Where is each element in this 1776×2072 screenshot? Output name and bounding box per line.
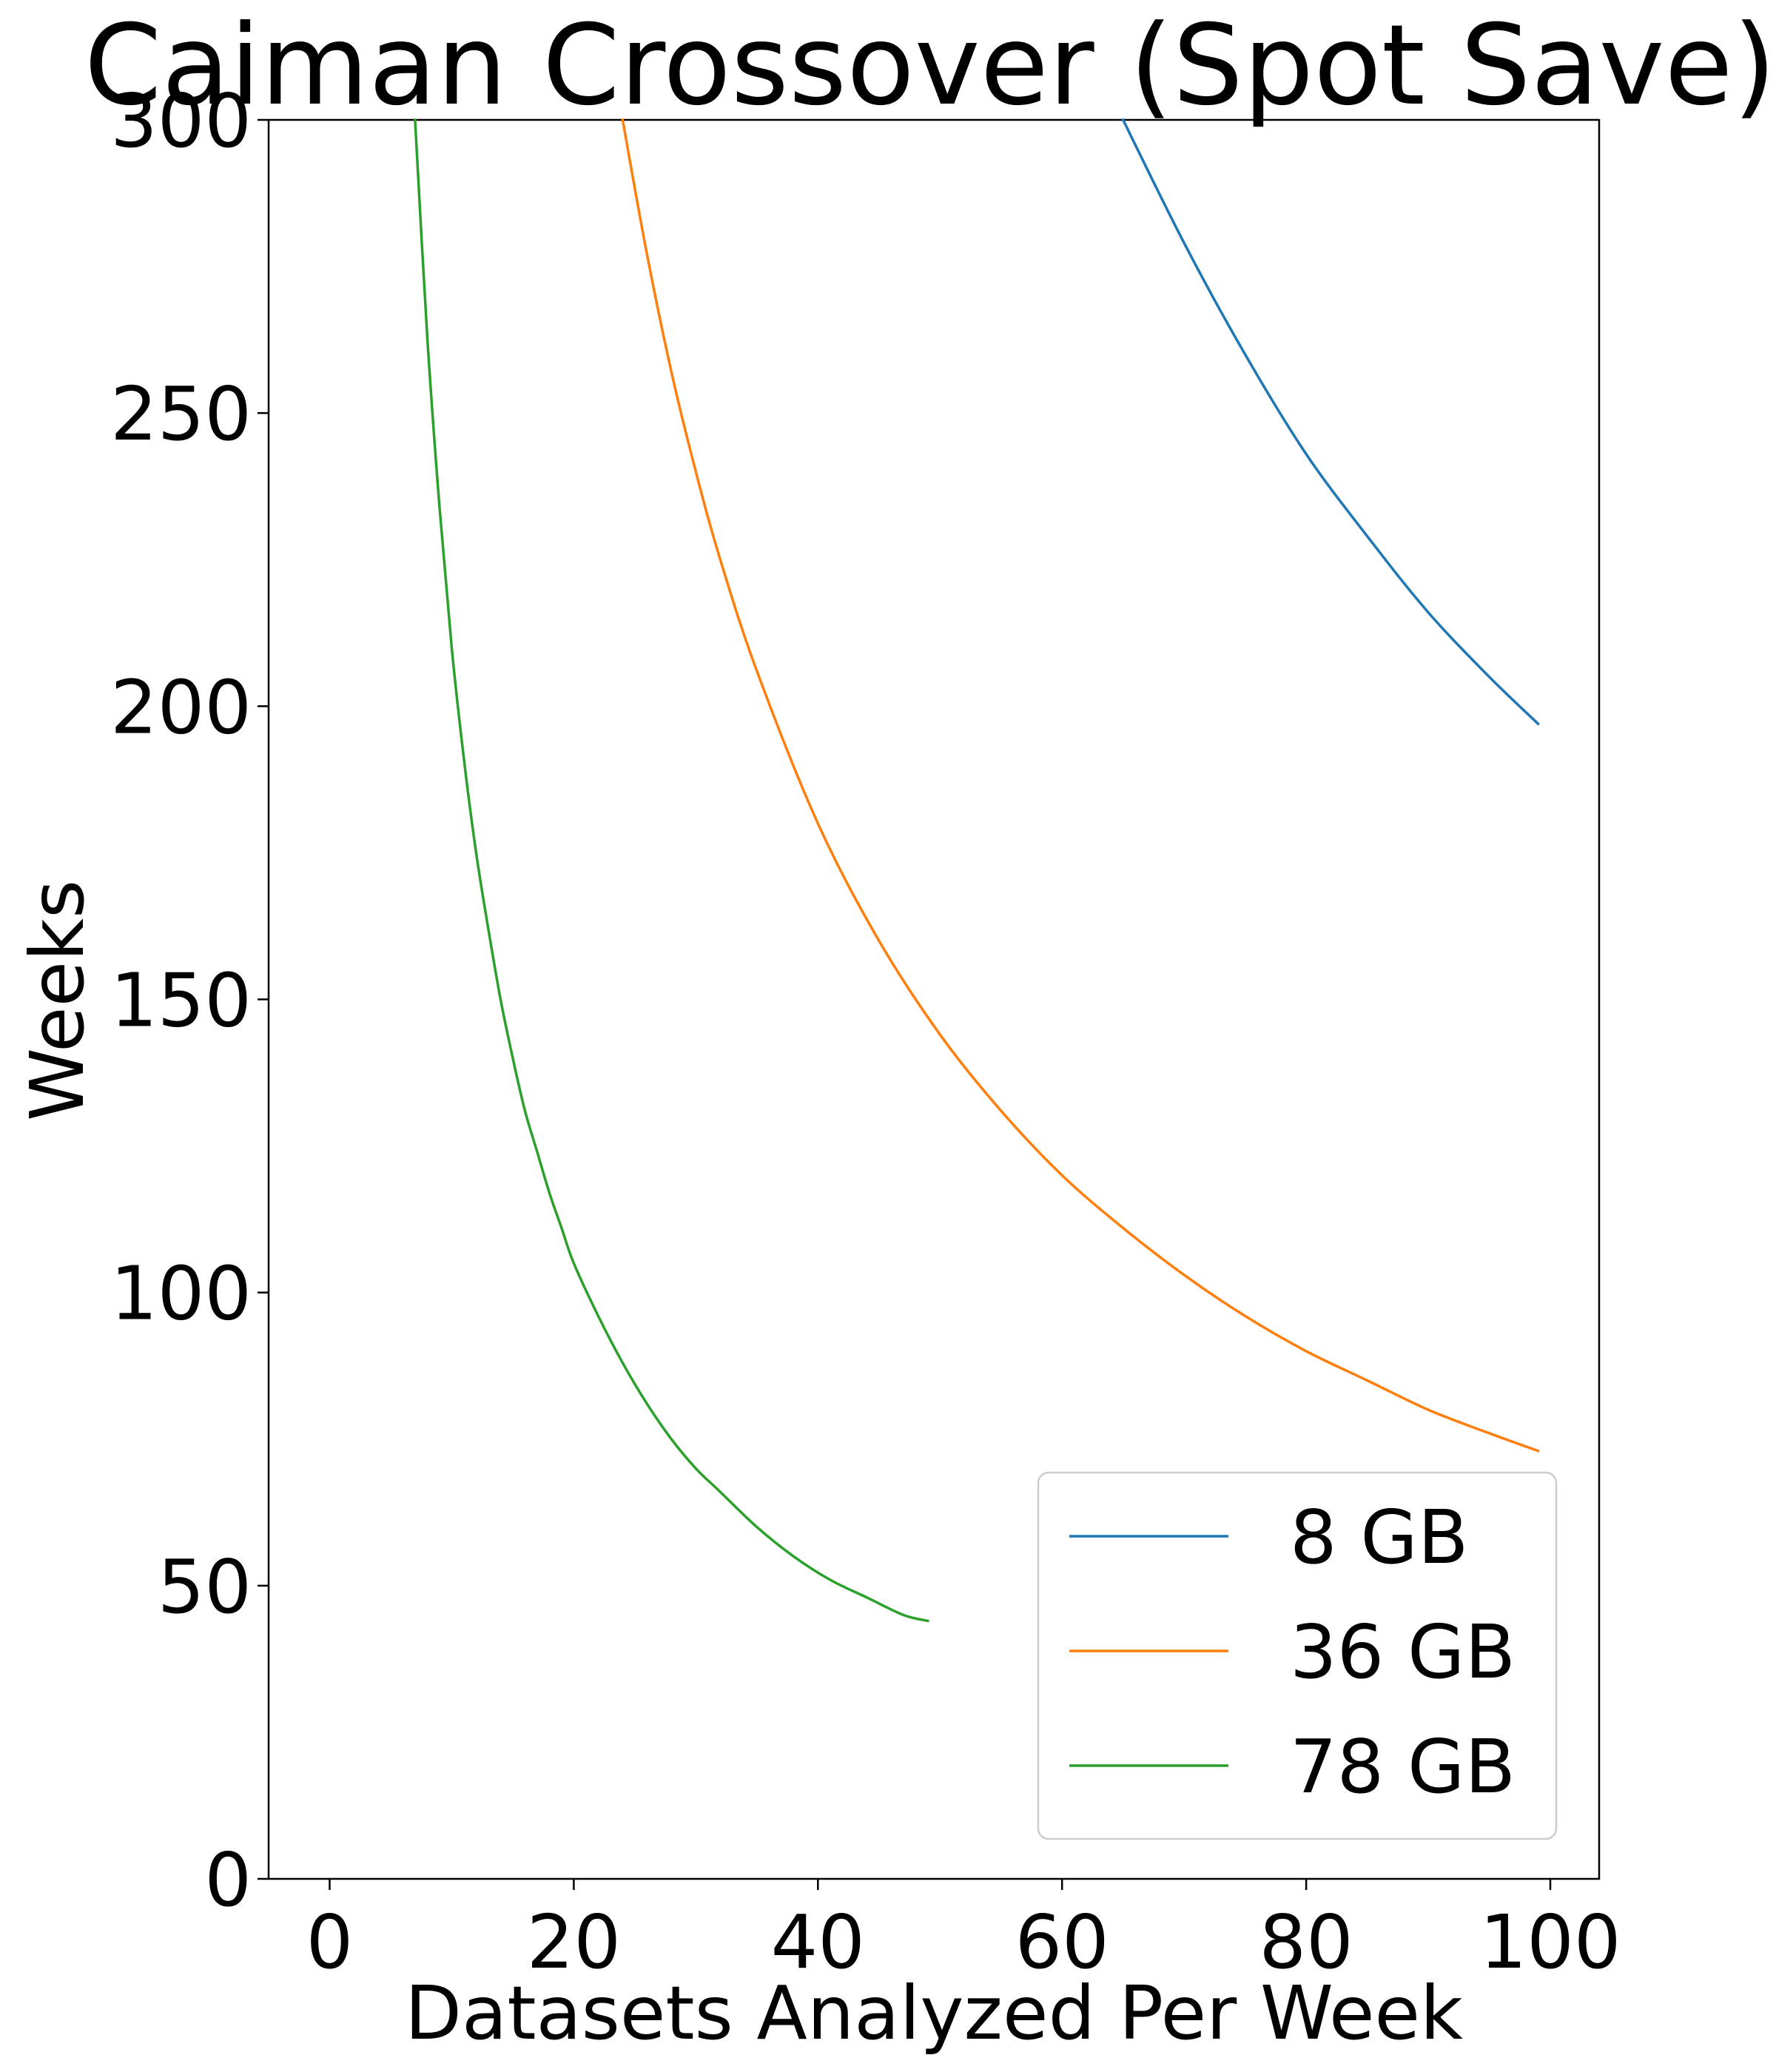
- x-tick-label: 40: [771, 1899, 865, 1985]
- chart-title: Caiman Crossover (Spot Save): [84, 1, 1776, 130]
- x-axis-title: Datasets Analyzed Per Week: [405, 1970, 1463, 2056]
- series-layer: [414, 118, 1540, 1623]
- y-tick-label: 300: [110, 78, 252, 164]
- x-tick-label: 20: [527, 1899, 621, 1985]
- legend-label-78-gb: 78 GB: [1290, 1723, 1516, 1810]
- series-line-78-gb: [414, 118, 929, 1623]
- legend: 8 GB 36 GB 78 GB: [1037, 1471, 1558, 1840]
- y-tick-label: 150: [110, 958, 252, 1044]
- legend-frame: [1037, 1471, 1558, 1840]
- y-tick-label: 50: [158, 1544, 252, 1630]
- legend-label-8-gb: 8 GB: [1290, 1494, 1469, 1581]
- x-tick-label: 0: [306, 1899, 354, 1985]
- y-axis: 0 50 100 150 200 250 300: [110, 78, 269, 1923]
- legend-items: 8 GB 36 GB 78 GB: [1069, 1494, 1516, 1810]
- y-tick-label: 200: [110, 664, 252, 750]
- x-tick-label: 100: [1480, 1899, 1621, 1985]
- x-tick-label: 60: [1015, 1899, 1109, 1985]
- y-tick-label: 0: [204, 1837, 252, 1923]
- x-tick-label: 80: [1259, 1899, 1353, 1985]
- x-axis: 0 20 40 60 80 100: [306, 1879, 1621, 1985]
- series-line-8-gb: [1121, 118, 1540, 726]
- y-tick-label: 100: [110, 1251, 252, 1337]
- legend-label-36-gb: 36 GB: [1290, 1609, 1516, 1695]
- series-line-36-gb: [621, 118, 1540, 1453]
- plot-area: [267, 118, 1601, 1880]
- y-axis-title: Weeks: [14, 880, 101, 1121]
- y-tick-label: 250: [110, 371, 252, 457]
